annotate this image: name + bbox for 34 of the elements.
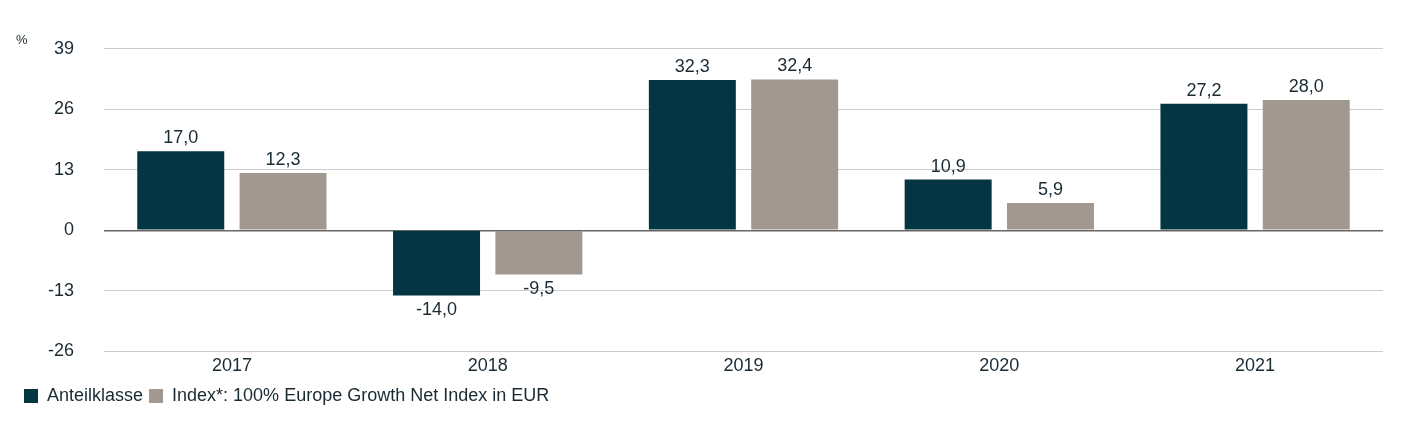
bar xyxy=(495,231,583,275)
bar xyxy=(1160,103,1248,230)
data-label: -14,0 xyxy=(416,298,458,319)
bar xyxy=(904,179,992,230)
bar xyxy=(648,79,736,230)
data-label: 17,0 xyxy=(163,127,199,148)
bar xyxy=(1006,202,1094,230)
y-axis-title: % xyxy=(16,31,28,47)
data-label: 27,2 xyxy=(1186,79,1222,100)
data-label: 10,9 xyxy=(930,155,966,176)
y-tick-label: 26 xyxy=(53,98,75,119)
y-tick-label: -13 xyxy=(48,279,75,300)
bar xyxy=(751,79,839,230)
data-label: 32,4 xyxy=(777,55,813,76)
x-tick-label: 2020 xyxy=(979,355,1020,376)
data-label: -9,5 xyxy=(523,277,555,298)
data-label: 28,0 xyxy=(1288,75,1324,96)
data-label: 32,3 xyxy=(674,55,710,76)
x-tick-label: 2017 xyxy=(211,355,252,376)
data-label: 12,3 xyxy=(265,149,301,170)
bar xyxy=(137,151,225,230)
data-label: 5,9 xyxy=(1037,178,1063,199)
y-tick-label: 13 xyxy=(53,158,75,179)
bar xyxy=(1262,100,1350,230)
x-tick-label: 2018 xyxy=(467,355,508,376)
legend-label: Index*: 100% Europe Growth Net Index in EUR xyxy=(172,384,550,405)
x-tick-label: 2021 xyxy=(1235,355,1276,376)
y-tick-label: -26 xyxy=(48,340,75,361)
legend-label: Anteilklasse xyxy=(47,384,144,405)
y-tick-label: 0 xyxy=(64,219,75,240)
bar xyxy=(393,231,481,296)
bar xyxy=(239,173,327,230)
y-tick-label: 39 xyxy=(53,37,75,58)
x-tick-label: 2019 xyxy=(723,355,764,376)
